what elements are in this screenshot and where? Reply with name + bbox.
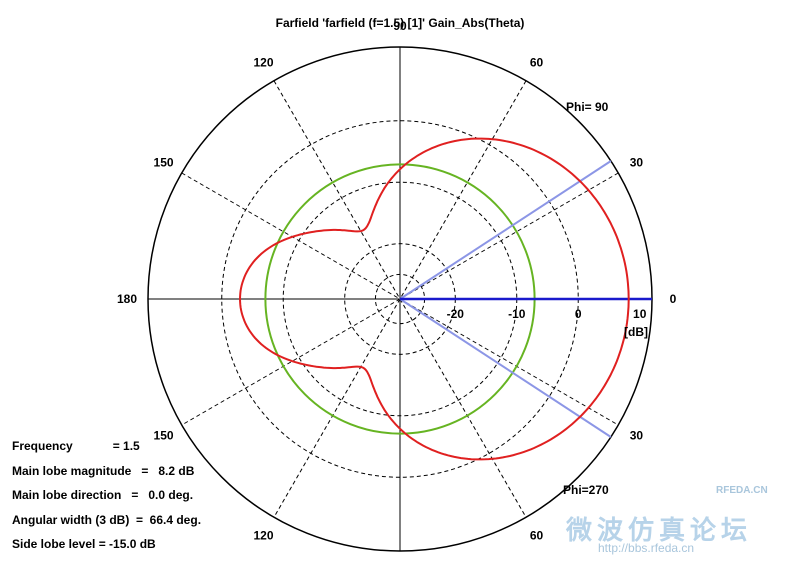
main-lobe-info: Frequency = 1.5 Main lobe magnitude = 8.… <box>12 434 201 557</box>
angle-label: 60 <box>530 528 544 542</box>
phi-top-label: Phi= 90 <box>566 100 609 114</box>
angle-label: 30 <box>630 156 644 170</box>
radial-unit-label: [dB] <box>624 325 648 339</box>
angle-label: 180 <box>117 292 137 306</box>
info-angular-width: Angular width (3 dB) = 66.4 deg. <box>12 512 202 527</box>
info-main-lobe-direction: Main lobe direction = 0.0 deg. <box>12 488 194 502</box>
gain-pattern <box>239 137 630 461</box>
main-lobe-lines <box>399 160 652 438</box>
angle-label: 150 <box>154 429 174 443</box>
gain-curve <box>239 137 630 461</box>
info-frequency: Frequency = 1.5 <box>12 439 140 453</box>
angle-label: 150 <box>154 156 174 170</box>
half-power-line <box>399 298 612 438</box>
radial-tick-label: -10 <box>508 307 526 321</box>
half-power-line <box>399 160 612 300</box>
phi-bottom-label: Phi=270 <box>563 483 609 497</box>
angle-label: 90 <box>393 19 407 33</box>
angle-labels: 0306090120150180306090120150 <box>117 19 677 542</box>
radial-tick-labels: -20 -10 0 10 <box>447 307 647 321</box>
angle-label: 30 <box>630 429 644 443</box>
info-main-lobe-magnitude: Main lobe magnitude = 8.2 dB <box>12 463 195 478</box>
info-side-lobe-level: Side lobe level = -15.0 dB <box>12 537 156 551</box>
angle-label: 60 <box>530 56 544 70</box>
radial-tick-label: 10 <box>633 307 647 321</box>
watermark-url: http://bbs.rfeda.cn <box>598 541 695 555</box>
radial-tick-label: -20 <box>447 307 465 321</box>
watermark-brand: RFEDA.CN <box>716 485 768 496</box>
angle-label: 120 <box>253 528 273 542</box>
radial-tick-label: 0 <box>575 307 582 321</box>
angle-label: 120 <box>253 56 273 70</box>
angle-label: 0 <box>670 292 677 306</box>
chart-title: Farfield 'farfield (f=1.5) [1]' Gain_Abs… <box>276 16 525 30</box>
watermark-chinese: 微波仿真论坛 <box>566 515 753 545</box>
